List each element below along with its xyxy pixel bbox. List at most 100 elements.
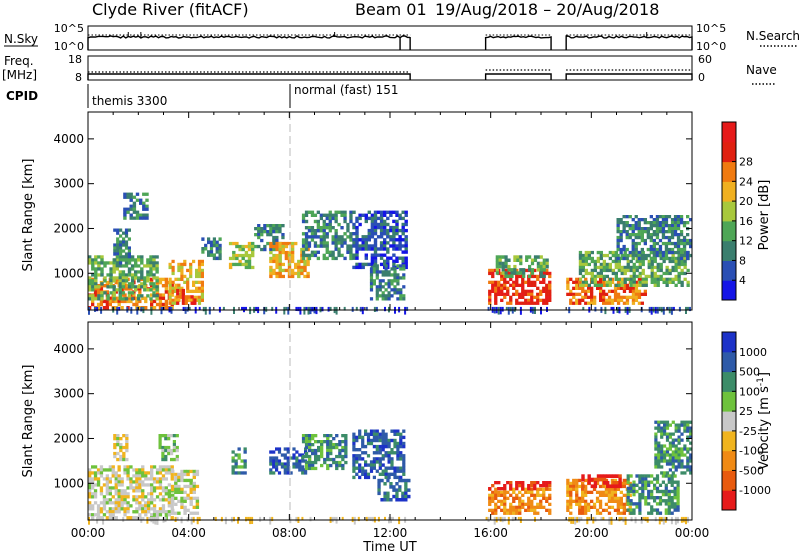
data-cell	[512, 511, 516, 515]
data-cell	[631, 286, 636, 290]
data-cell	[674, 274, 678, 279]
data-cell	[280, 462, 284, 466]
data-cell	[361, 238, 365, 242]
ground-scatter-cell	[263, 306, 266, 315]
data-cell	[313, 213, 318, 217]
data-cell	[117, 492, 121, 496]
data-cell	[325, 235, 329, 239]
data-cell	[316, 226, 320, 230]
data-cell	[177, 262, 181, 267]
data-cell	[152, 294, 156, 298]
data-cell	[530, 292, 534, 296]
data-cell	[604, 298, 609, 302]
data-cell	[355, 225, 359, 230]
data-cell	[503, 487, 507, 491]
data-cell	[209, 243, 214, 248]
data-cell	[620, 265, 624, 270]
data-cell	[197, 268, 202, 273]
data-cell	[349, 235, 353, 239]
data-cell	[617, 265, 621, 270]
data-cell	[275, 262, 279, 267]
data-cell	[673, 224, 678, 228]
data-cell	[332, 445, 336, 450]
data-cell	[102, 495, 107, 499]
data-cell	[286, 450, 290, 454]
data-cell	[88, 513, 92, 517]
data-cell	[393, 451, 397, 455]
data-cell	[364, 216, 368, 221]
data-cell	[392, 235, 396, 239]
data-cell	[244, 253, 249, 258]
data-cell	[88, 468, 92, 472]
data-cell	[401, 498, 405, 502]
data-cell	[88, 507, 92, 511]
data-cell	[637, 277, 642, 281]
data-cell	[247, 241, 252, 246]
data-cell	[384, 438, 388, 443]
data-cell	[228, 262, 233, 267]
data-cell	[653, 265, 657, 270]
data-cell	[88, 471, 92, 475]
data-cell	[260, 247, 264, 252]
data-cell	[658, 253, 663, 258]
ground-scatter-cell	[662, 306, 665, 315]
data-cell	[491, 490, 495, 494]
data-cell	[533, 493, 537, 497]
data-cell	[192, 490, 196, 494]
data-cell	[137, 297, 141, 301]
data-cell	[195, 295, 199, 299]
data-cell	[670, 250, 675, 255]
data-cell	[680, 447, 684, 451]
data-cell	[673, 502, 677, 506]
data-cell	[142, 192, 146, 196]
data-cell	[680, 268, 684, 273]
data-cell	[93, 477, 98, 481]
data-cell	[655, 230, 660, 234]
data-cell	[643, 256, 647, 261]
data-cell	[237, 447, 241, 451]
data-cell	[638, 265, 642, 270]
data-cell	[140, 267, 144, 271]
data-cell	[113, 246, 117, 250]
data-cell	[118, 270, 122, 274]
data-cell	[103, 279, 107, 283]
data-cell	[349, 210, 353, 214]
data-cell	[340, 213, 344, 217]
data-cell	[106, 273, 110, 277]
data-cell	[399, 444, 403, 449]
data-cell	[647, 489, 651, 494]
data-cell	[119, 252, 123, 256]
data-cell	[93, 474, 98, 478]
data-cell	[119, 437, 123, 441]
data-cell	[396, 432, 400, 436]
data-cell	[683, 465, 687, 469]
data-cell	[137, 270, 141, 274]
data-cell	[322, 244, 326, 248]
data-cell	[164, 486, 168, 490]
data-cell	[308, 457, 312, 462]
data-cell	[370, 232, 375, 236]
data-cell	[513, 264, 517, 269]
data-cell	[638, 262, 642, 267]
data-cell	[679, 241, 684, 246]
data-cell	[189, 298, 193, 302]
data-cell	[578, 256, 583, 261]
data-cell	[404, 228, 408, 233]
data-cell	[186, 289, 190, 293]
data-cell	[613, 508, 618, 512]
data-cell	[628, 233, 632, 237]
data-cell	[138, 483, 142, 487]
data-cell	[308, 463, 312, 468]
ground-scatter-cell	[670, 306, 673, 315]
data-cell	[494, 502, 498, 506]
data-cell	[581, 490, 585, 494]
data-cell	[91, 483, 95, 487]
data-cell	[491, 511, 495, 515]
data-cell	[108, 486, 112, 490]
data-cell	[108, 513, 112, 517]
data-cell	[578, 277, 583, 281]
data-cell	[260, 238, 264, 243]
data-cell	[122, 451, 126, 456]
data-cell	[402, 444, 406, 449]
data-cell	[608, 265, 612, 270]
